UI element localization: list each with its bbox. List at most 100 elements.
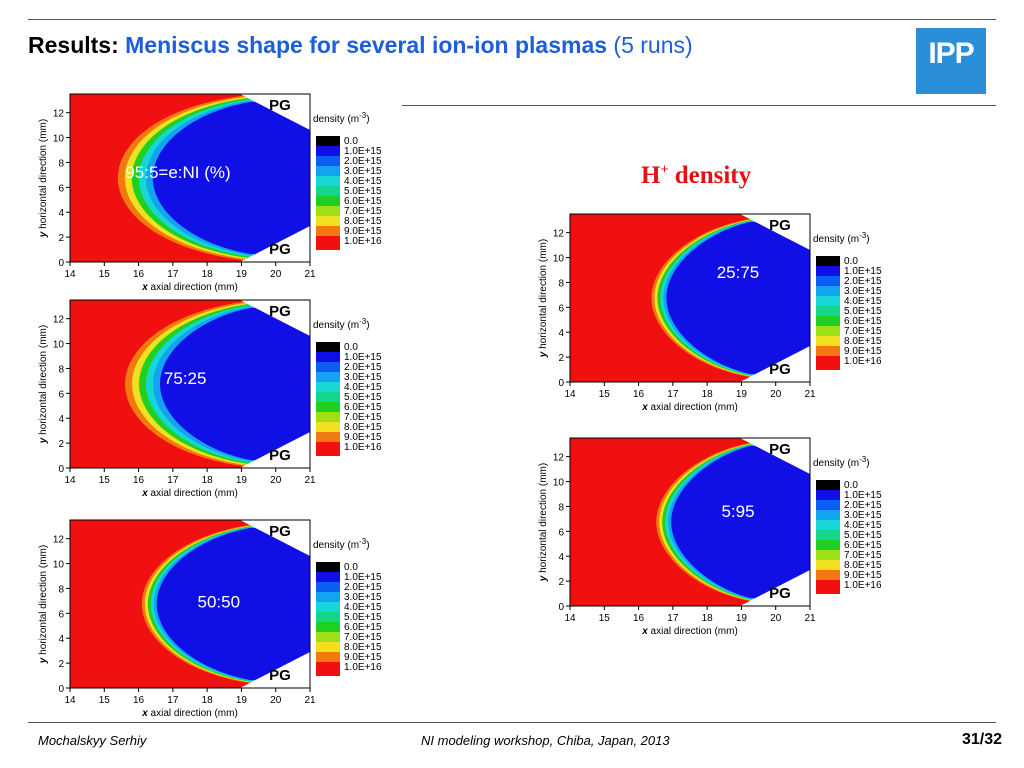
x-tick-label: 17 (167, 695, 179, 706)
colorbar-level-label: 8.0E+15 (844, 560, 882, 571)
colorbar-swatch (816, 480, 840, 490)
colorbar-level-label: 4.0E+15 (344, 602, 382, 613)
pg-bottom-wedge (240, 226, 310, 262)
colorbar-level-label: 6.0E+15 (344, 402, 382, 413)
x-axis-label: x axial direction (mm) (141, 282, 238, 293)
colorbar-level-label: 9.0E+15 (344, 226, 382, 237)
colorbar-level-label: 6.0E+15 (344, 196, 382, 207)
y-axis-variable: y (538, 349, 549, 358)
page-number: 31/32 (962, 731, 1003, 748)
x-axis-label: x axial direction (mm) (641, 402, 738, 413)
y-tick-label: 12 (53, 315, 65, 326)
colorbar-swatch (316, 372, 340, 382)
colorbar-level-label: 1.0E+15 (344, 352, 382, 363)
footer-author: Mochalskyy Serhiy (38, 733, 147, 748)
colorbar-level-label: 3.0E+15 (844, 286, 882, 297)
colorbar-swatch (816, 580, 840, 594)
colorbar-level-label: 6.0E+15 (844, 540, 882, 551)
colorbar-title-suffix: ) (366, 540, 369, 551)
colorbar-level-label: 2.0E+15 (844, 276, 882, 287)
colorbar-title-suffix: ) (366, 320, 369, 331)
y-axis-text: horizontal direction (mm) (538, 239, 549, 349)
colorbar-swatch (316, 206, 340, 216)
colorbar-level-label: 4.0E+15 (844, 296, 882, 307)
y-axis-variable: y (38, 229, 49, 238)
colorbar-level-label: 9.0E+15 (844, 346, 882, 357)
colorbar-title-exp: -3 (359, 537, 367, 546)
x-tick-label: 15 (99, 695, 111, 706)
x-tick-label: 20 (270, 695, 282, 706)
y-tick-label: 6 (558, 527, 564, 538)
colorbar-level-label: 1.0E+16 (844, 580, 882, 591)
title-prefix: Results: (28, 32, 119, 58)
plot-svg: PG PG 75:25 14 15 16 17 18 19 20 21 0 2 4 6 8 10 12 x axia… (38, 299, 382, 499)
species-charge: + (660, 162, 669, 178)
colorbar-level-label: 5.0E+15 (844, 530, 882, 541)
y-tick-label: 8 (58, 158, 64, 169)
colorbar-level-label: 3.0E+15 (844, 510, 882, 521)
x-tick-label: 19 (236, 269, 248, 280)
y-tick-label: 0 (558, 602, 564, 613)
pg-bottom-wedge (240, 432, 310, 468)
colorbar-title-suffix: ) (866, 458, 869, 469)
y-tick-label: 6 (58, 609, 64, 620)
colorbar-level-label: 1.0E+16 (844, 356, 882, 367)
x-tick-label: 14 (64, 695, 76, 706)
x-axis-variable: x (141, 708, 150, 719)
colorbar-level-label: 7.0E+15 (344, 412, 382, 423)
colorbar-swatch (316, 342, 340, 352)
y-tick-label: 4 (58, 634, 64, 645)
colorbar-swatch (316, 156, 340, 166)
x-axis-label: x axial direction (mm) (141, 488, 238, 499)
colorbar-swatch (316, 622, 340, 632)
colorbar-level-label: 1.0E+15 (344, 572, 382, 583)
colorbar-swatch (316, 146, 340, 156)
colorbar-level-label: 3.0E+15 (344, 592, 382, 603)
y-tick-label: 10 (553, 478, 565, 489)
pg-bottom-label: PG (769, 585, 791, 602)
x-tick-label: 18 (702, 389, 714, 400)
x-tick-label: 17 (167, 475, 179, 486)
colorbar-level-label: 9.0E+15 (844, 570, 882, 581)
x-tick-label: 18 (702, 613, 714, 624)
colorbar-swatch (316, 642, 340, 652)
y-tick-label: 10 (53, 134, 65, 145)
pg-bottom-wedge (740, 570, 810, 606)
colorbar-level-label: 5.0E+15 (344, 392, 382, 403)
colorbar-level-label: 5.0E+15 (344, 612, 382, 623)
x-tick-label: 16 (133, 269, 145, 280)
plot-svg: PG PG 50:50 14 15 16 17 18 19 20 21 0 2 4 6 8 10 12 x axia… (38, 519, 382, 719)
pg-bottom-label: PG (769, 361, 791, 378)
density-contour-band (666, 222, 810, 374)
x-axis-text: axial direction (mm) (151, 282, 238, 293)
colorbar-title-prefix: density (m (313, 320, 359, 331)
pg-top-wedge (740, 438, 810, 474)
density-contour-band (671, 446, 810, 598)
colorbar-level-label: 7.0E+15 (344, 206, 382, 217)
colorbar-level-label: 1.0E+16 (344, 442, 382, 453)
colorbar-level-label: 3.0E+15 (344, 166, 382, 177)
colorbar-level-label: 8.0E+15 (344, 422, 382, 433)
colorbar-level-label: 1.0E+15 (844, 490, 882, 501)
plot-frame (569, 437, 811, 607)
colorbar-swatch (816, 316, 840, 326)
title-rule (402, 105, 996, 106)
footer-event: NI modeling workshop, Chiba, Japan, 2013 (421, 733, 670, 748)
x-axis-variable: x (641, 626, 650, 637)
x-tick-label: 16 (133, 695, 145, 706)
colorbar-title-prefix: density (m (813, 458, 859, 469)
colorbar-swatch (316, 362, 340, 372)
slide-title: Results: Meniscus shape for several ion-… (28, 32, 693, 59)
x-tick-label: 20 (270, 475, 282, 486)
plot-frame (69, 519, 311, 689)
y-tick-label: 6 (558, 303, 564, 314)
colorbar-level-label: 7.0E+15 (344, 632, 382, 643)
title-main: Meniscus shape for several ion-ion plasm… (125, 32, 608, 58)
x-axis-variable: x (141, 488, 150, 499)
colorbar-swatch (816, 550, 840, 560)
x-tick-label: 18 (202, 475, 214, 486)
x-tick-label: 21 (304, 695, 316, 706)
x-tick-label: 15 (99, 475, 111, 486)
colorbar-title-suffix: ) (366, 114, 369, 125)
colorbar-swatch (316, 136, 340, 146)
